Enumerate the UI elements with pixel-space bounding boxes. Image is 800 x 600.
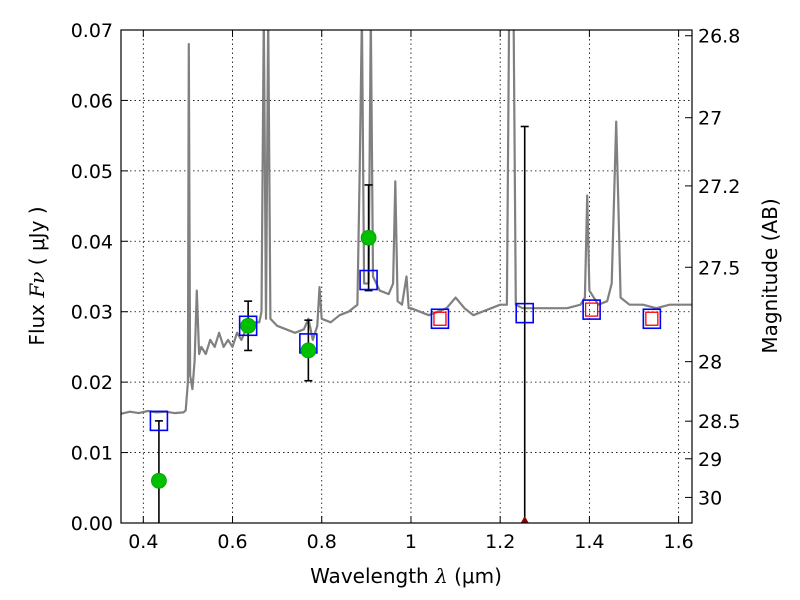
upper-limit-marker (520, 516, 529, 523)
y2-tick-label: 27.5 (698, 257, 740, 279)
x-tick-label: 0.6 (217, 531, 247, 553)
model-square-marker (515, 302, 535, 324)
model-square-marker (359, 269, 378, 291)
y2-tick-label: 28.5 (698, 411, 740, 433)
y-tick-label: 0.07 (71, 20, 113, 42)
tick-labels: 0.4 0.6 0.8 1 1.2 1.4 1.6 0.00 0.01 0.02 0.03 0.04 0… (71, 20, 741, 553)
x-tick-label: 0.8 (307, 531, 337, 553)
y2-tick-label: 28 (698, 352, 722, 374)
observed-flux-point (360, 229, 377, 246)
x-tick-label: 0.4 (128, 531, 158, 553)
y-tick-label: 0.01 (71, 443, 113, 465)
y-axis-title: Flux Fν ( μJy ) (25, 206, 49, 345)
y2-tick-label: 26.8 (698, 26, 740, 48)
x-tick-label: 1.4 (574, 531, 604, 553)
model-square-marker (238, 315, 258, 337)
y-axis-title-unit: ( μJy ) (25, 206, 49, 265)
observed-flux-point (151, 472, 167, 489)
x-axis-title: Wavelength λ (μm) (310, 564, 502, 588)
y-tick-label: 0.03 (71, 302, 113, 324)
y2-tick-label: 27 (698, 108, 722, 130)
spectrum-line (121, 30, 692, 415)
y2-tick-label: 27.2 (698, 176, 740, 198)
observed-flux-point (240, 317, 257, 334)
model-square-marker (642, 308, 662, 330)
observed-flux-point (300, 342, 317, 359)
x-tick-label: 1.2 (485, 531, 515, 553)
y-tick-label: 0.04 (71, 231, 113, 253)
red-square-marker (645, 311, 659, 326)
grid (121, 29, 692, 524)
y2-tick-label: 29 (698, 449, 722, 471)
ticks (121, 29, 692, 524)
x-axis-title-symbol: λ (434, 564, 448, 588)
model-square-marker (149, 410, 169, 432)
plot-frame (120, 29, 693, 524)
red-square-marker (433, 311, 447, 326)
model-square-marker (582, 299, 601, 320)
y-tick-label: 0.02 (71, 372, 113, 394)
model-square-marker (430, 308, 450, 330)
y2-tick-label: 30 (698, 487, 722, 509)
plot-area (121, 30, 692, 523)
y-axis-title-symbol: Fν (25, 272, 49, 299)
y-tick-label: 0.00 (71, 513, 113, 535)
y-tick-label: 0.06 (71, 90, 113, 112)
y2-axis-title: Magnitude (AB) (758, 198, 782, 353)
x-tick-label: 1.6 (664, 531, 694, 553)
x-axis-title-text: Wavelength (310, 564, 429, 588)
red-square-marker (584, 302, 599, 317)
x-tick-label: 1 (405, 531, 417, 553)
y-tick-label: 0.05 (71, 161, 113, 183)
y-axis-title-text: Flux (25, 304, 49, 346)
x-axis-title-unit: (μm) (454, 564, 502, 588)
